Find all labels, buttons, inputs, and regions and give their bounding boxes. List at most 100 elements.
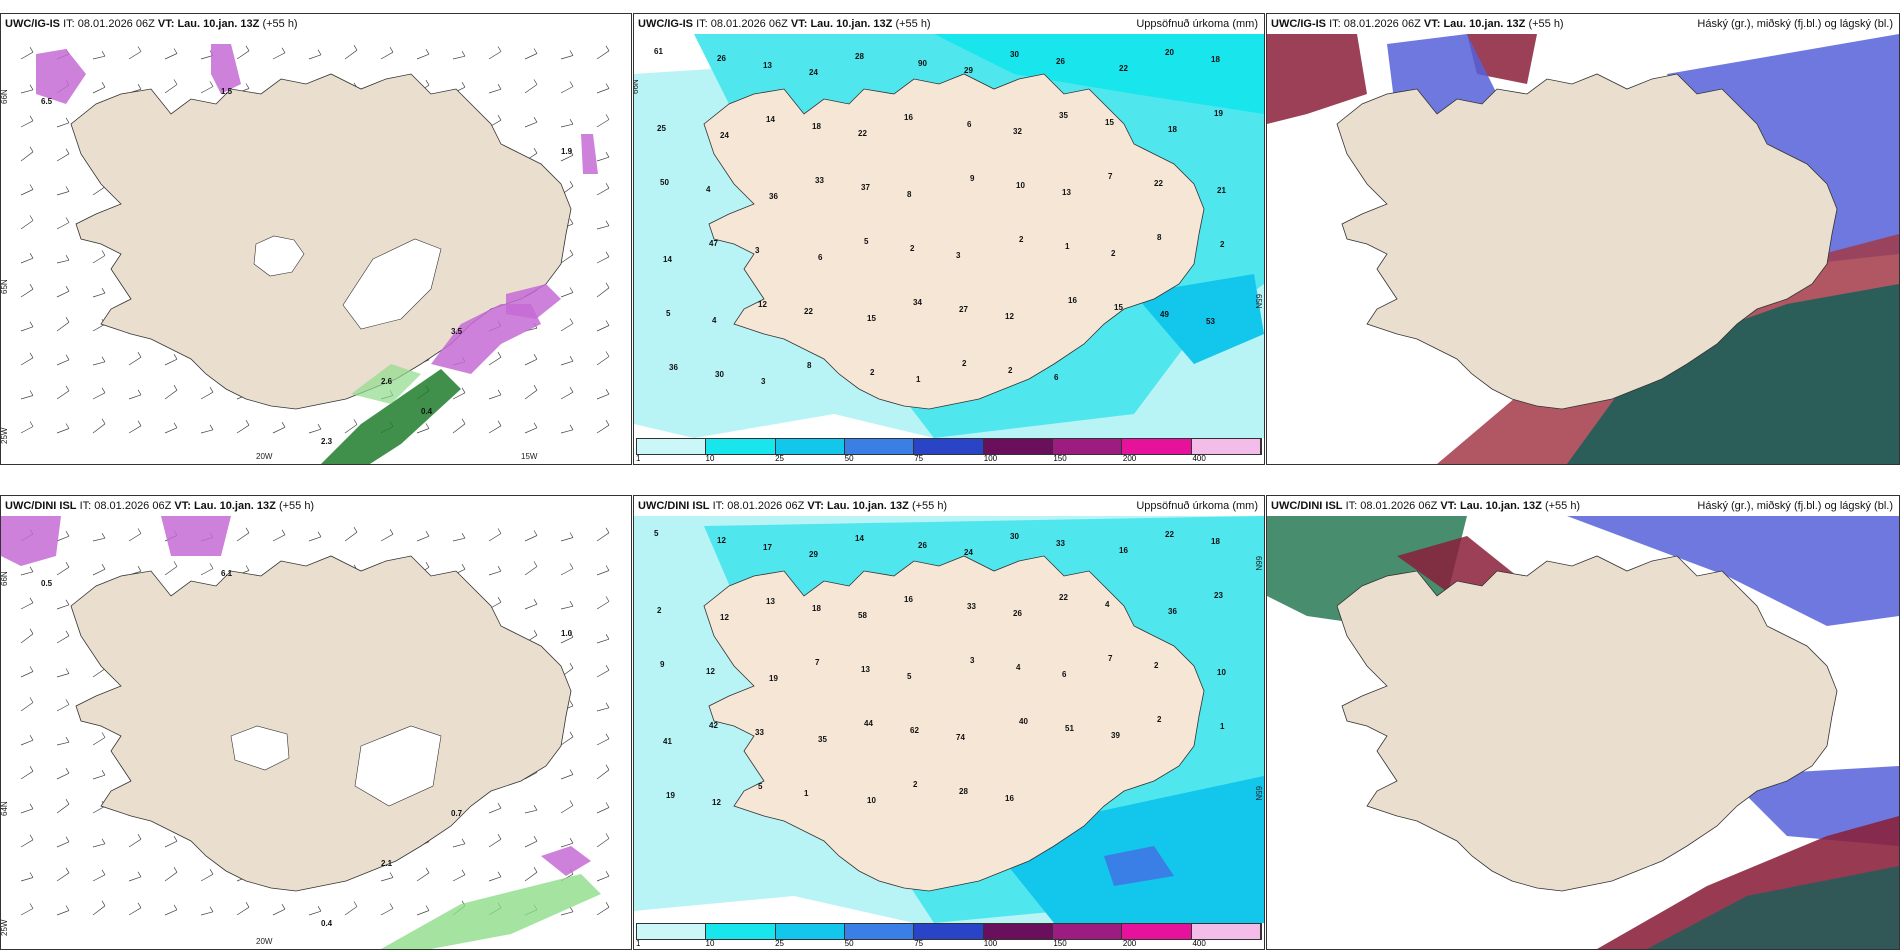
wind-barb	[560, 424, 574, 434]
wind-barb	[128, 871, 142, 882]
init-time: 08.01.2026 06Z	[710, 18, 788, 30]
vt-label: VT:	[1440, 500, 1457, 512]
wind-barb	[56, 867, 70, 882]
green-wind-area	[321, 369, 461, 464]
wind-barb	[452, 50, 466, 60]
pink-area	[506, 284, 561, 319]
lat-label: 65N	[1254, 294, 1263, 309]
wind-barb	[20, 146, 34, 162]
wind-barb	[488, 420, 502, 434]
wind-barb	[560, 532, 574, 542]
vt-label: VT:	[174, 500, 191, 512]
wind-barb	[560, 118, 574, 128]
colorbar-swatch	[775, 439, 845, 454]
wind-barb	[20, 352, 34, 366]
lead-time: (+55 h)	[895, 18, 931, 30]
colorbar-tick: 150	[1053, 454, 1067, 463]
wind-barb	[524, 530, 538, 542]
wind-barb	[272, 529, 286, 542]
wind-barb	[596, 320, 610, 332]
precip-value: 18	[1168, 125, 1177, 134]
wind-barb	[524, 422, 538, 434]
wind-barb	[596, 870, 610, 882]
wind-values: 0.5 6.1 1.0 2.1 0.4 0.7	[41, 569, 573, 928]
precip-value: 27	[959, 305, 968, 314]
precip-value: 30	[715, 370, 724, 379]
precip-value: 25	[657, 124, 666, 133]
wind-value: 0.7	[451, 809, 463, 818]
precip-value: 7	[1108, 172, 1113, 181]
wind-barb	[488, 833, 502, 848]
wind-barb	[596, 664, 610, 678]
wind-value: 2.3	[321, 437, 333, 446]
precip-value: 18	[812, 122, 821, 131]
wind-barb	[596, 702, 610, 712]
colorbar-swatch	[983, 924, 1053, 939]
precip-value: 4	[1105, 600, 1110, 609]
wind-barb	[596, 419, 610, 434]
wind-barb	[596, 83, 610, 94]
precip-value: 28	[959, 787, 968, 796]
colorbar-tick: 1	[636, 454, 641, 463]
wind-value: 6.5	[41, 97, 53, 106]
green-wind-area	[351, 364, 421, 404]
wind-barb	[596, 45, 610, 60]
precip-value: 28	[855, 52, 864, 61]
wind-value: 3.5	[451, 327, 463, 336]
wind-barb	[596, 220, 610, 230]
wind-barb	[560, 800, 574, 814]
wind-barb	[92, 287, 106, 298]
wind-barb	[524, 353, 538, 366]
wind-barb	[524, 79, 538, 94]
colorbar-swatches	[636, 923, 1262, 940]
vt-label: VT:	[807, 500, 824, 512]
wind-barb	[164, 835, 178, 848]
wind-barb	[452, 838, 466, 848]
init-time: 08.01.2026 06Z	[77, 18, 155, 30]
iceland-landmass	[703, 555, 1205, 892]
panel-header: UWC/DINI ISL IT: 08.01.2026 06Z VT: Lau.…	[1267, 496, 1899, 516]
precip-value: 39	[1111, 731, 1120, 740]
wind-barb	[416, 867, 430, 882]
precip-value: 15	[867, 314, 876, 323]
colorbar-swatches	[636, 438, 1262, 455]
colorbar-swatch	[637, 924, 707, 939]
wind-barb	[92, 869, 106, 882]
init-time: 08.01.2026 06Z	[727, 500, 805, 512]
wind-barb	[20, 628, 34, 644]
wind-barb	[236, 45, 250, 60]
precip-value: 34	[913, 298, 922, 307]
wind-barb	[308, 531, 322, 542]
precip-value: 33	[755, 728, 764, 737]
wind-barb	[200, 424, 214, 434]
wind-barb	[164, 79, 178, 94]
panel-title: Uppsöfnuð úrkoma (mm)	[1136, 500, 1258, 512]
lat-label: 65N	[1254, 786, 1263, 801]
panel-top-left: UWC/IG-IS IT: 08.01.2026 06Z VT: Lau. 10…	[0, 13, 632, 465]
init-time: 08.01.2026 06Z	[1360, 500, 1438, 512]
precip-value: 10	[1217, 668, 1226, 677]
lon-label: 25W	[1, 919, 9, 936]
precip-value: 22	[1059, 593, 1068, 602]
wind-values: 6.5 1.5 1.9 2.6 2.3 3.5 0.4	[41, 87, 573, 446]
wind-value: 1.9	[561, 147, 573, 156]
wind-barb	[56, 736, 70, 746]
precip-value: 1	[1220, 722, 1225, 731]
colorbar-swatch	[775, 924, 845, 939]
precip-value: 19	[1214, 109, 1223, 118]
wind-barb	[380, 872, 394, 882]
precip-value: 16	[904, 113, 913, 122]
wind-barb	[308, 905, 322, 916]
wind-barb	[56, 798, 70, 814]
panel-header: UWC/DINI ISL IT: 08.01.2026 06Z VT: Lau.…	[1, 496, 631, 516]
wind-barb	[56, 217, 70, 230]
wind-barb	[200, 906, 214, 916]
panel-header: UWC/IG-IS IT: 08.01.2026 06Z VT: Lau. 10…	[1267, 14, 1899, 34]
precip-value: 2	[910, 244, 915, 253]
colorbar-swatch	[844, 924, 915, 939]
precip-value: 19	[769, 674, 778, 683]
pink-area	[36, 49, 86, 104]
wind-barb	[92, 81, 106, 94]
precip-value: 12	[758, 300, 767, 309]
colorbar-tick: 400	[1192, 939, 1206, 948]
